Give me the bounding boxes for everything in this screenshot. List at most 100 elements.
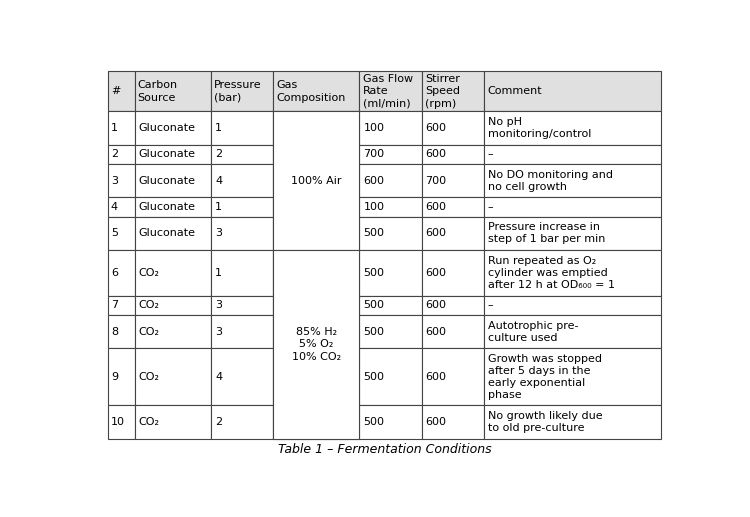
Text: 500: 500: [363, 229, 384, 238]
Text: Stirrer
Speed
(rpm): Stirrer Speed (rpm): [424, 74, 460, 109]
Text: CO₂: CO₂: [139, 300, 160, 310]
Text: Gluconate: Gluconate: [139, 229, 196, 238]
Text: 600: 600: [425, 202, 446, 212]
Text: 600: 600: [425, 149, 446, 159]
Text: #: #: [111, 86, 120, 96]
Text: Pressure
(bar): Pressure (bar): [214, 80, 262, 102]
Bar: [273, 197, 359, 217]
Bar: [108, 348, 134, 405]
Bar: [422, 348, 484, 405]
Text: 2: 2: [111, 149, 118, 159]
Text: 600: 600: [363, 176, 384, 186]
Text: –: –: [488, 300, 494, 310]
Bar: [211, 315, 273, 348]
Bar: [134, 217, 211, 250]
Bar: [422, 145, 484, 164]
Bar: [359, 71, 422, 111]
Bar: [211, 250, 273, 296]
Bar: [108, 197, 134, 217]
Bar: [134, 315, 211, 348]
Text: No pH
monitoring/control: No pH monitoring/control: [488, 117, 591, 139]
Bar: [484, 250, 661, 296]
Bar: [134, 348, 211, 405]
Bar: [359, 315, 422, 348]
Bar: [273, 296, 359, 315]
Bar: [108, 217, 134, 250]
Text: Gas Flow
Rate
(ml/min): Gas Flow Rate (ml/min): [362, 74, 413, 109]
Text: 100% Air: 100% Air: [291, 176, 342, 186]
Bar: [134, 145, 211, 164]
Bar: [108, 296, 134, 315]
Bar: [134, 405, 211, 438]
Bar: [484, 405, 661, 438]
Bar: [422, 315, 484, 348]
Text: 1: 1: [215, 268, 222, 278]
Text: CO₂: CO₂: [139, 327, 160, 337]
Text: 2: 2: [215, 149, 222, 159]
Text: 1: 1: [215, 123, 222, 133]
Bar: [134, 164, 211, 197]
Text: 4: 4: [215, 372, 222, 382]
Bar: [211, 405, 273, 438]
Bar: [108, 315, 134, 348]
Bar: [273, 348, 359, 405]
Bar: [273, 250, 359, 296]
Bar: [273, 111, 359, 145]
Text: 3: 3: [111, 176, 118, 186]
Bar: [422, 296, 484, 315]
Text: 85% H₂
5% O₂
10% CO₂: 85% H₂ 5% O₂ 10% CO₂: [292, 327, 341, 362]
Bar: [211, 111, 273, 145]
Bar: [359, 164, 422, 197]
Text: Carbon
Source: Carbon Source: [137, 80, 178, 102]
Text: 500: 500: [363, 300, 384, 310]
Text: 1: 1: [215, 202, 222, 212]
Bar: [273, 71, 359, 111]
Bar: [484, 296, 661, 315]
Text: Gluconate: Gluconate: [139, 202, 196, 212]
Bar: [484, 217, 661, 250]
Text: CO₂: CO₂: [139, 372, 160, 382]
Text: 600: 600: [425, 123, 446, 133]
Text: 700: 700: [363, 149, 385, 159]
Text: Autotrophic pre-
culture used: Autotrophic pre- culture used: [488, 321, 578, 343]
Bar: [211, 348, 273, 405]
Bar: [134, 111, 211, 145]
Text: 600: 600: [425, 372, 446, 382]
Bar: [484, 71, 661, 111]
Bar: [211, 71, 273, 111]
Text: Comment: Comment: [487, 86, 542, 96]
Text: 4: 4: [111, 202, 118, 212]
Text: Growth was stopped
after 5 days in the
early exponential
phase: Growth was stopped after 5 days in the e…: [488, 354, 602, 400]
Bar: [359, 250, 422, 296]
Bar: [211, 145, 273, 164]
Bar: [108, 111, 134, 145]
Text: 6: 6: [111, 268, 118, 278]
Text: 3: 3: [215, 229, 222, 238]
Text: CO₂: CO₂: [139, 268, 160, 278]
Bar: [108, 405, 134, 438]
Text: 500: 500: [363, 268, 384, 278]
Bar: [108, 250, 134, 296]
Text: 600: 600: [425, 327, 446, 337]
Bar: [359, 405, 422, 438]
Bar: [273, 217, 359, 250]
Text: 700: 700: [425, 176, 447, 186]
Bar: [359, 111, 422, 145]
Bar: [484, 315, 661, 348]
Text: 8: 8: [111, 327, 118, 337]
Bar: [108, 71, 134, 111]
Bar: [422, 217, 484, 250]
Text: Gas
Composition: Gas Composition: [277, 80, 346, 102]
Text: –: –: [488, 149, 494, 159]
Bar: [273, 405, 359, 438]
Bar: [108, 164, 134, 197]
Text: 600: 600: [425, 300, 446, 310]
Bar: [273, 315, 359, 348]
Text: No growth likely due
to old pre-culture: No growth likely due to old pre-culture: [488, 411, 602, 433]
Bar: [484, 348, 661, 405]
Text: Run repeated as O₂
cylinder was emptied
after 12 h at OD₆₀₀ = 1: Run repeated as O₂ cylinder was emptied …: [488, 256, 615, 290]
Bar: [359, 197, 422, 217]
Bar: [422, 71, 484, 111]
Text: 500: 500: [363, 372, 384, 382]
Bar: [211, 217, 273, 250]
